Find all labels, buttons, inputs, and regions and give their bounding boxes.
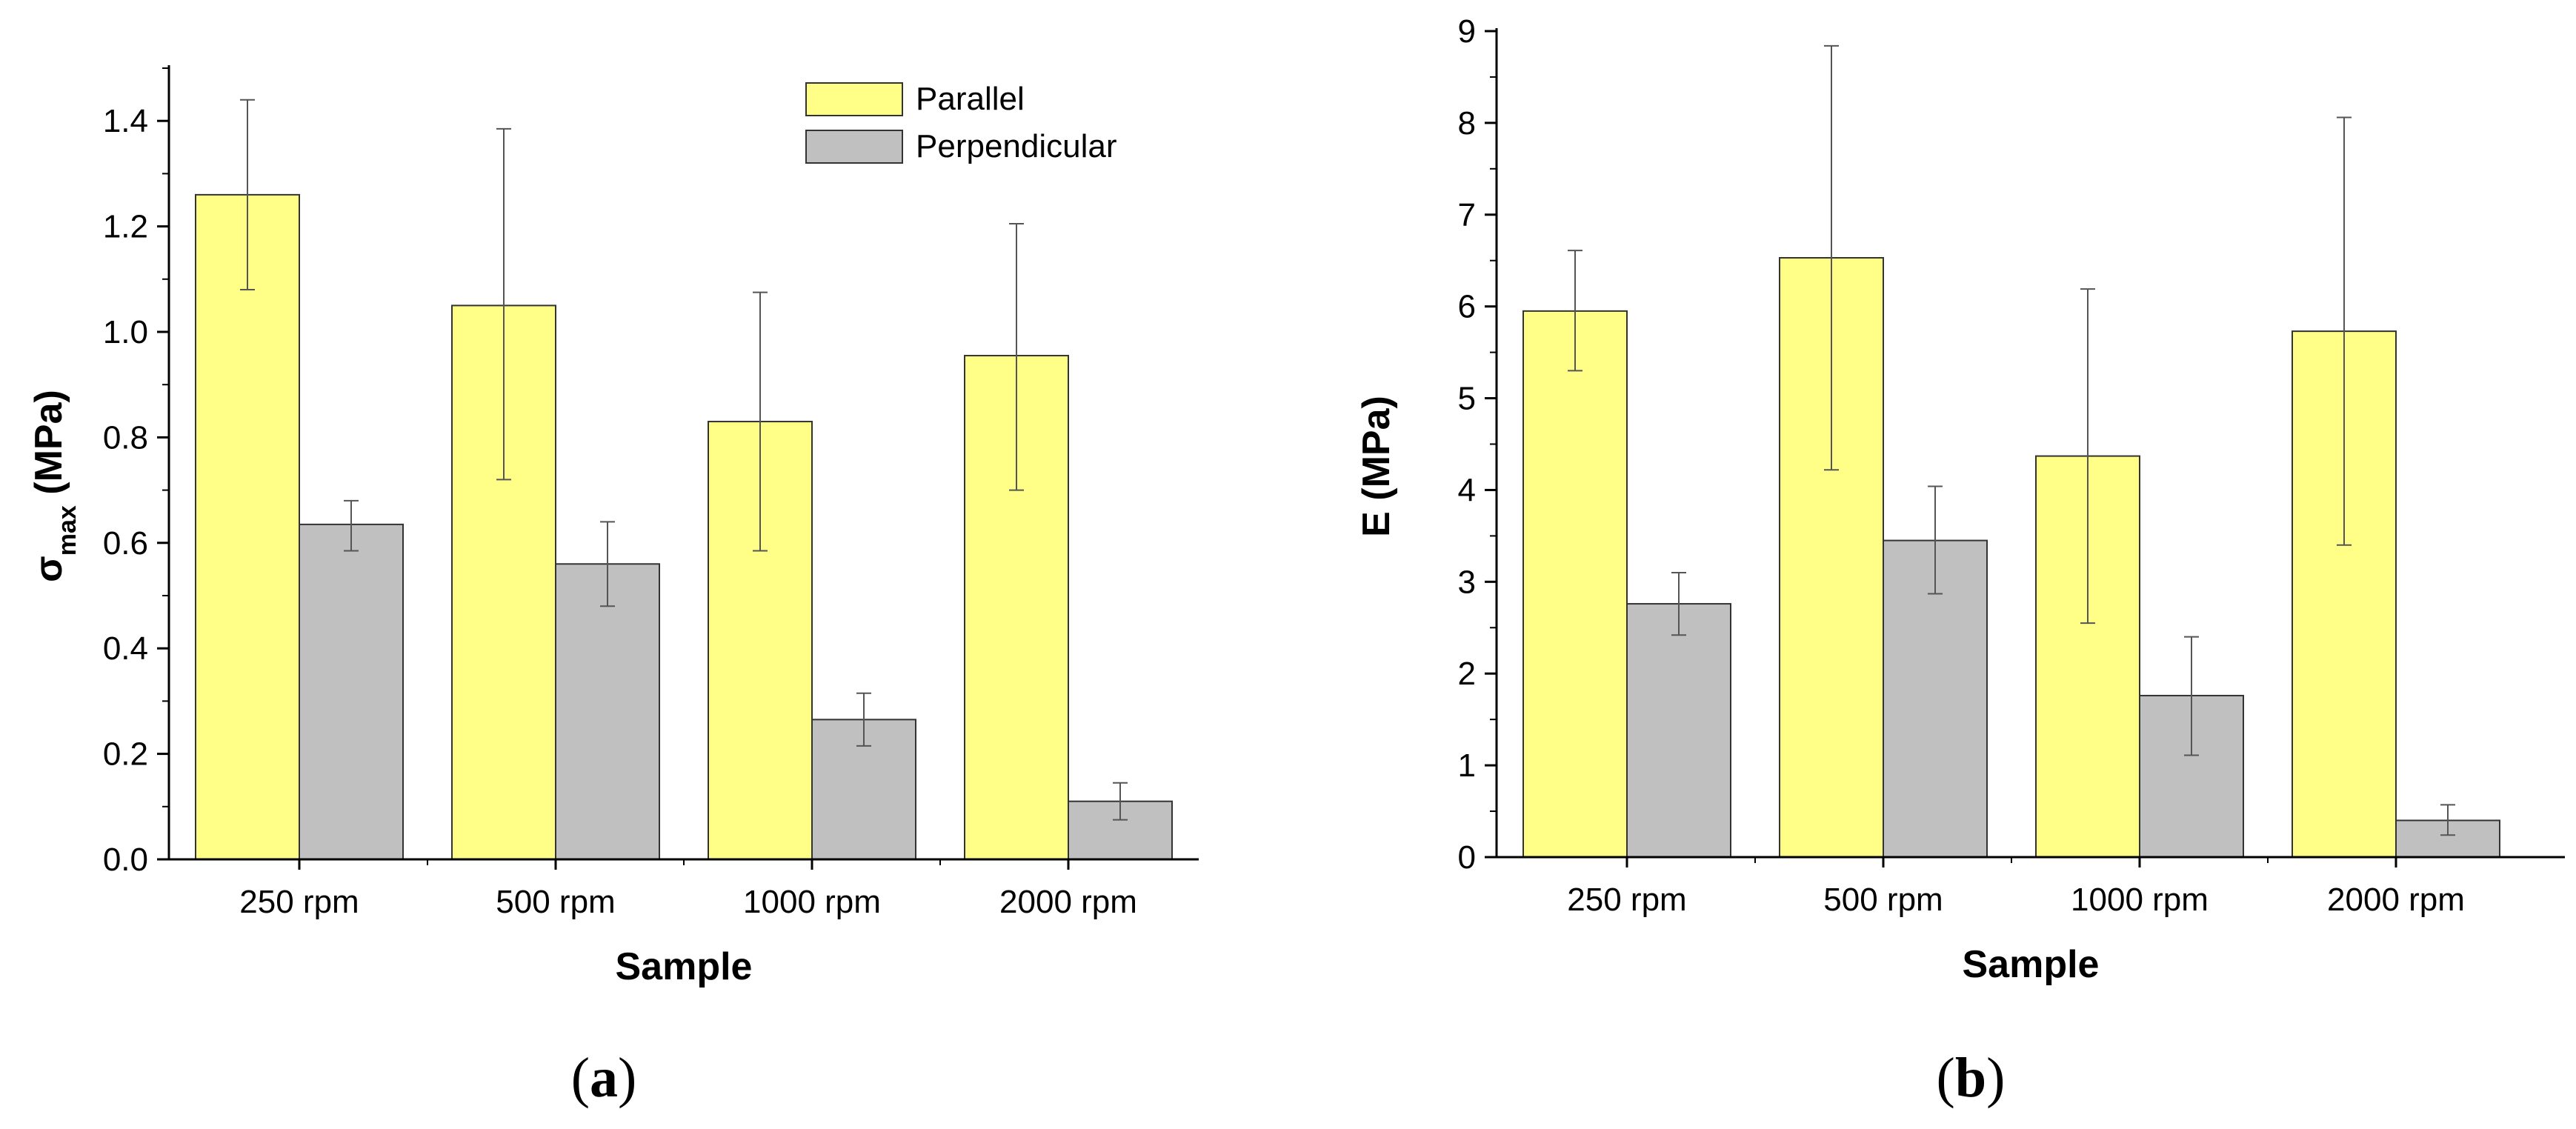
bar-a-perpendicular-1 bbox=[555, 563, 660, 861]
legend-swatch-parallel bbox=[805, 82, 903, 116]
bar-b-parallel-0 bbox=[1522, 310, 1628, 859]
y-tick-label-a-0: 0.0 bbox=[103, 842, 148, 878]
y-tick-label-b-1: 1 bbox=[1458, 747, 1476, 784]
x-axis-title-a: Sample bbox=[616, 945, 753, 988]
x-tick-label-a-3: 2000 rpm bbox=[999, 884, 1137, 920]
y-tick-label-b-5: 5 bbox=[1458, 381, 1476, 417]
bar-a-parallel-0 bbox=[195, 193, 300, 860]
y-tick-label-a-2: 0.4 bbox=[103, 630, 148, 667]
panel-label-a: (a) bbox=[571, 1047, 637, 1109]
x-tick-label-b-0: 250 rpm bbox=[1567, 882, 1686, 918]
y-tick-label-a-6: 1.2 bbox=[103, 209, 148, 245]
y-tick-label-a-7: 1.4 bbox=[103, 103, 148, 139]
bar-b-perpendicular-0 bbox=[1626, 603, 1731, 858]
panel-label-b: (b) bbox=[1937, 1047, 2006, 1109]
x-tick-label-a-0: 250 rpm bbox=[239, 884, 359, 920]
y-tick-label-a-1: 0.2 bbox=[103, 736, 148, 773]
y-axis-title-a: σmax (MPa) bbox=[27, 390, 81, 582]
y-tick-label-b-0: 0 bbox=[1458, 839, 1476, 876]
chart-panel-a: 250 rpm 500 rpm 1000 rpm 2000 rpm 0.0 0.2 0.4 0… bbox=[27, 65, 1199, 988]
y-tick-label-b-8: 8 bbox=[1458, 105, 1476, 141]
x-axis-title-b: Sample bbox=[1963, 943, 2100, 986]
y-axis-title-b: E (MPa) bbox=[1355, 396, 1398, 537]
x-tick-label-a-2: 1000 rpm bbox=[743, 884, 881, 920]
legend-label-perpendicular: Perpendicular bbox=[916, 128, 1117, 164]
y-tick-label-b-6: 6 bbox=[1458, 289, 1476, 325]
legend-swatch-perpendicular bbox=[805, 130, 903, 164]
x-tick-label-a-1: 500 rpm bbox=[496, 884, 615, 920]
y-tick-label-b-3: 3 bbox=[1458, 564, 1476, 600]
bar-a-perpendicular-0 bbox=[299, 523, 404, 860]
y-tick-label-b-4: 4 bbox=[1458, 472, 1476, 508]
y-tick-label-b-2: 2 bbox=[1458, 656, 1476, 692]
x-tick-label-b-3: 2000 rpm bbox=[2327, 882, 2465, 918]
x-tick-label-b-2: 1000 rpm bbox=[2071, 882, 2209, 918]
y-tick-label-b-9: 9 bbox=[1458, 13, 1476, 50]
y-tick-label-a-4: 0.8 bbox=[103, 419, 148, 456]
chart-panel-b: 250 rpm 500 rpm 1000 rpm 2000 rpm 0 1 2 3 4 5 6 7 8 9… bbox=[1355, 13, 2565, 986]
y-tick-label-b-7: 7 bbox=[1458, 197, 1476, 233]
y-tick-label-a-3: 0.6 bbox=[103, 525, 148, 562]
x-tick-label-b-1: 500 rpm bbox=[1823, 882, 1943, 918]
legend-label-parallel: Parallel bbox=[916, 81, 1025, 117]
y-tick-label-a-5: 1.0 bbox=[103, 314, 148, 350]
